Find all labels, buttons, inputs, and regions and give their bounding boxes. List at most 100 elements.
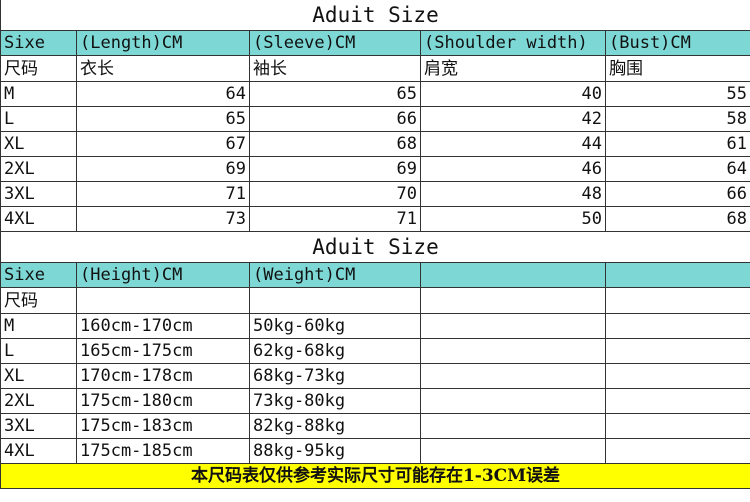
table-cell: M <box>0 81 77 107</box>
table-cell <box>605 338 750 364</box>
table-cell: 175cm-185cm <box>76 438 250 464</box>
table-cell: 61 <box>605 131 750 157</box>
table-cell <box>420 313 606 339</box>
table-cell: 42 <box>420 106 606 132</box>
column-header-cn: 袖长 <box>249 55 421 82</box>
table-title: Aduit Size <box>0 0 750 31</box>
table-row: M 160cm-170cm 50kg-60kg <box>0 313 750 339</box>
footer-row: 本尺码表仅供参考实际尺寸可能存在1-3CM误差 <box>0 463 750 489</box>
table-cell: 58 <box>605 106 750 132</box>
table-cell: 48 <box>420 181 606 207</box>
table-cell: 71 <box>249 206 421 232</box>
table-cell: 4XL <box>0 438 77 464</box>
header-row: Sixe (Length)CM (Sleeve)CM (Shoulder width)… <box>0 30 750 56</box>
table-cell: 65 <box>249 81 421 107</box>
table-cell <box>605 363 750 389</box>
table-cell: 68 <box>605 206 750 232</box>
table-cell: 175cm-180cm <box>76 388 250 414</box>
column-header: Sixe <box>0 262 77 288</box>
table-cell: 62kg-68kg <box>249 338 421 364</box>
table-cell: 73kg-80kg <box>249 388 421 414</box>
table-cell: L <box>0 106 77 132</box>
table-cell: 170cm-178cm <box>76 363 250 389</box>
column-header-cn <box>249 287 421 314</box>
column-header: (Bust)CM <box>605 30 750 56</box>
table-cell <box>420 413 606 439</box>
table-cell: 55 <box>605 81 750 107</box>
table-cell: 165cm-175cm <box>76 338 250 364</box>
column-header: (Shoulder width) <box>420 30 606 56</box>
table-cell: 3XL <box>0 413 77 439</box>
column-header-cn: 尺码 <box>0 55 77 82</box>
table-cell <box>605 438 750 464</box>
table-cell: 44 <box>420 131 606 157</box>
table-cell <box>420 363 606 389</box>
table-cell: 4XL <box>0 206 77 232</box>
table-cell: XL <box>0 363 77 389</box>
table-title-row: Aduit Size <box>0 0 750 31</box>
table-row: 2XL 175cm-180cm 73kg-80kg <box>0 388 750 414</box>
column-header-cn <box>605 287 750 314</box>
table-cell: 175cm-183cm <box>76 413 250 439</box>
table-row: L 65 66 42 58 <box>0 106 750 132</box>
column-header: Sixe <box>0 30 77 56</box>
table-row: 4XL 175cm-185cm 88kg-95kg <box>0 438 750 464</box>
table-cell: 88kg-95kg <box>249 438 421 464</box>
table-title-row: Aduit Size <box>0 231 750 263</box>
header-row: Sixe (Height)CM (Weight)CM <box>0 262 750 288</box>
column-header <box>420 262 606 288</box>
table-cell: 82kg-88kg <box>249 413 421 439</box>
table-row: XL 170cm-178cm 68kg-73kg <box>0 363 750 389</box>
column-header: (Length)CM <box>76 30 250 56</box>
table-cell: 68 <box>249 131 421 157</box>
table-row: XL 67 68 44 61 <box>0 131 750 157</box>
table-cell <box>605 313 750 339</box>
table-row: 2XL 69 69 46 64 <box>0 156 750 182</box>
table-row: M 64 65 40 55 <box>0 81 750 107</box>
table-cell: 64 <box>605 156 750 182</box>
table-cell <box>420 338 606 364</box>
table-cell: 3XL <box>0 181 77 207</box>
table-cell: 66 <box>249 106 421 132</box>
column-header-cn: 衣长 <box>76 55 250 82</box>
table-row: L 165cm-175cm 62kg-68kg <box>0 338 750 364</box>
header-row-chinese: 尺码 <box>0 287 750 314</box>
table-row: 3XL 71 70 48 66 <box>0 181 750 207</box>
size-chart: Aduit Size Sixe (Length)CM (Sleeve)CM (Shoul… <box>0 0 750 489</box>
table-cell: XL <box>0 131 77 157</box>
footer-note: 本尺码表仅供参考实际尺寸可能存在1-3CM误差 <box>0 463 750 489</box>
table-cell <box>420 388 606 414</box>
table-cell: L <box>0 338 77 364</box>
header-row-chinese: 尺码 衣长 袖长 肩宽 胸围 <box>0 55 750 82</box>
table-title: Aduit Size <box>0 231 750 263</box>
table-cell: 66 <box>605 181 750 207</box>
table-cell: 50 <box>420 206 606 232</box>
table-cell <box>420 438 606 464</box>
column-header-cn <box>76 287 250 314</box>
table-cell: 69 <box>249 156 421 182</box>
table-cell: 71 <box>76 181 250 207</box>
table-cell <box>605 388 750 414</box>
table-cell: 50kg-60kg <box>249 313 421 339</box>
table-cell: 65 <box>76 106 250 132</box>
column-header-cn: 尺码 <box>0 287 77 314</box>
column-header-cn <box>420 287 606 314</box>
table-cell: 73 <box>76 206 250 232</box>
table-cell: 2XL <box>0 388 77 414</box>
table-cell: 69 <box>76 156 250 182</box>
table-cell: 40 <box>420 81 606 107</box>
table-cell: 64 <box>76 81 250 107</box>
table-row: 4XL 73 71 50 68 <box>0 206 750 232</box>
column-header: (Weight)CM <box>249 262 421 288</box>
column-header-cn: 肩宽 <box>420 55 606 82</box>
column-header: (Sleeve)CM <box>249 30 421 56</box>
column-header <box>605 262 750 288</box>
table-cell: 68kg-73kg <box>249 363 421 389</box>
column-header-cn: 胸围 <box>605 55 750 82</box>
table-cell: 160cm-170cm <box>76 313 250 339</box>
table-cell: 67 <box>76 131 250 157</box>
table-cell: M <box>0 313 77 339</box>
table-cell: 2XL <box>0 156 77 182</box>
table-cell: 46 <box>420 156 606 182</box>
column-header: (Height)CM <box>76 262 250 288</box>
